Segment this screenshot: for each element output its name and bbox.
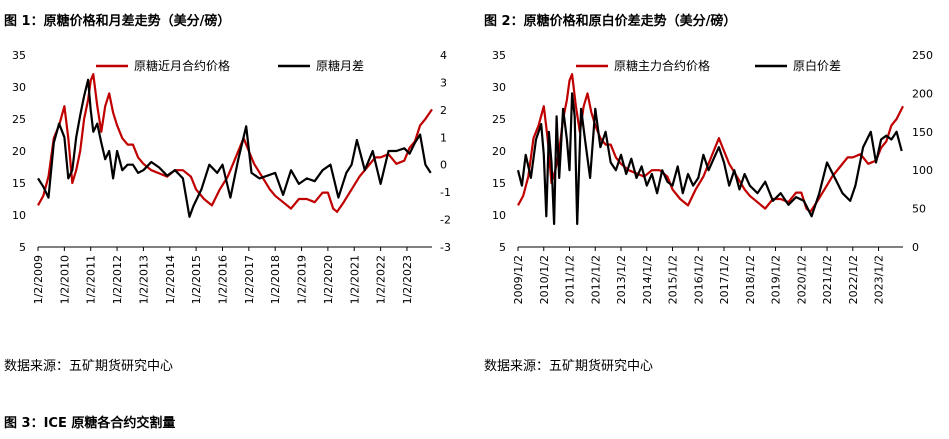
x-tick-label: 1/2/2012 — [111, 255, 124, 304]
y-left-tick-label: 10 — [12, 209, 26, 222]
legend-label-1: 原糖主力合约价格 — [614, 58, 710, 73]
x-tick-label: 1/2/2017 — [243, 255, 256, 304]
x-tick-label: 2013/1/2 — [615, 255, 628, 304]
x-tick-label: 1/2/2020 — [322, 255, 335, 304]
x-tick-label: 1/2/2023 — [401, 255, 414, 304]
y-right-tick-label: -2 — [440, 214, 451, 227]
y-right-tick-label: 250 — [912, 49, 933, 62]
chart2-plot: 5 10 15 20 25 30 35 0 50 100 150 200 250 2009/1/2 2010… — [492, 49, 933, 304]
x-tick-label: 2018/1/2 — [744, 255, 757, 304]
series-line-2 — [37, 78, 432, 218]
y-right-tick-label: -3 — [440, 241, 451, 254]
x-tick-label: 2014/1/2 — [641, 255, 654, 304]
x-tick-label: 1/2/2015 — [190, 255, 203, 304]
y-right-tick-label: 3 — [440, 76, 447, 89]
y-left-tick-label: 15 — [492, 177, 506, 190]
y-right-tick-label: 1 — [440, 131, 447, 144]
x-tick-label: 2009/1/2 — [512, 255, 525, 304]
y-right-tick-label: 4 — [440, 49, 447, 62]
legend-label-1: 原糖近月合约价格 — [134, 58, 230, 73]
x-tick-label: 2020/1/2 — [795, 255, 808, 304]
legend-label-2: 原糖月差 — [316, 58, 364, 73]
y-right-tick-label: 0 — [440, 159, 447, 172]
chart2-title: 图 2：原糖价格和原白价差走势（美分/磅） — [484, 14, 737, 29]
y-right-tick-label: 100 — [912, 164, 933, 177]
y-left-tick-label: 30 — [492, 81, 506, 94]
chart1-source: 数据来源：五矿期货研究中心 — [4, 359, 174, 374]
y-right-tick-label: 150 — [912, 126, 933, 139]
x-tick-label: 1/2/2019 — [296, 255, 309, 304]
x-tick-label: 2022/1/2 — [847, 255, 860, 304]
x-tick-label: 2015/1/2 — [667, 255, 680, 304]
y-left-tick-label: 20 — [12, 145, 26, 158]
x-tick-label: 2021/1/2 — [821, 255, 834, 304]
x-tick-label: 1/2/2021 — [348, 255, 361, 304]
y-left-tick-label: 35 — [492, 49, 506, 62]
x-tick-label: 1/2/2011 — [85, 255, 98, 304]
x-tick-label: 2019/1/2 — [770, 255, 783, 304]
y-right-tick-label: 0 — [912, 241, 919, 254]
x-tick-label: 2012/1/2 — [589, 255, 602, 304]
chart1-title: 图 1：原糖价格和月差走势（美分/磅） — [4, 14, 231, 29]
y-left-tick-label: 25 — [12, 113, 26, 126]
y-left-tick-label: 30 — [12, 81, 26, 94]
x-tick-label: 1/2/2009 — [32, 255, 45, 304]
y-right-tick-label: 200 — [912, 87, 933, 100]
x-tick-label: 1/2/2022 — [375, 255, 388, 304]
y-right-tick-label: 50 — [912, 203, 926, 216]
y-left-tick-label: 10 — [492, 209, 506, 222]
y-left-tick-label: 15 — [12, 177, 26, 190]
y-left-tick-label: 5 — [499, 241, 506, 254]
series-line-2 — [516, 92, 903, 226]
x-tick-label: 2017/1/2 — [718, 255, 731, 304]
x-tick-label: 1/2/2013 — [137, 255, 150, 304]
series-line-1 — [37, 73, 433, 213]
legend-label-2: 原白价差 — [793, 58, 841, 73]
x-tick-label: 1/2/2016 — [216, 255, 229, 304]
x-tick-label: 1/2/2010 — [58, 255, 71, 304]
x-tick-label: 2010/1/2 — [538, 255, 551, 304]
y-left-tick-label: 5 — [19, 241, 26, 254]
chart1-plot: 5 10 15 20 25 30 35 -3 -2 -1 0 1 2 3 4 1/2/2009 1/2/2010… — [12, 49, 451, 304]
y-left-tick-label: 25 — [492, 113, 506, 126]
y-left-tick-label: 35 — [12, 49, 26, 62]
chart2-source: 数据来源：五矿期货研究中心 — [484, 359, 654, 374]
y-left-tick-label: 20 — [492, 145, 506, 158]
figure3-title: 图 3：ICE 原糖各合约交割量 — [4, 416, 176, 431]
y-right-tick-label: 2 — [440, 104, 447, 117]
x-tick-label: 1/2/2014 — [164, 255, 177, 304]
x-tick-label: 1/2/2018 — [269, 255, 282, 304]
x-tick-label: 2016/1/2 — [692, 255, 705, 304]
y-right-tick-label: -1 — [440, 186, 451, 199]
x-tick-label: 2011/1/2 — [564, 255, 577, 304]
x-tick-label: 2023/1/2 — [873, 255, 886, 304]
